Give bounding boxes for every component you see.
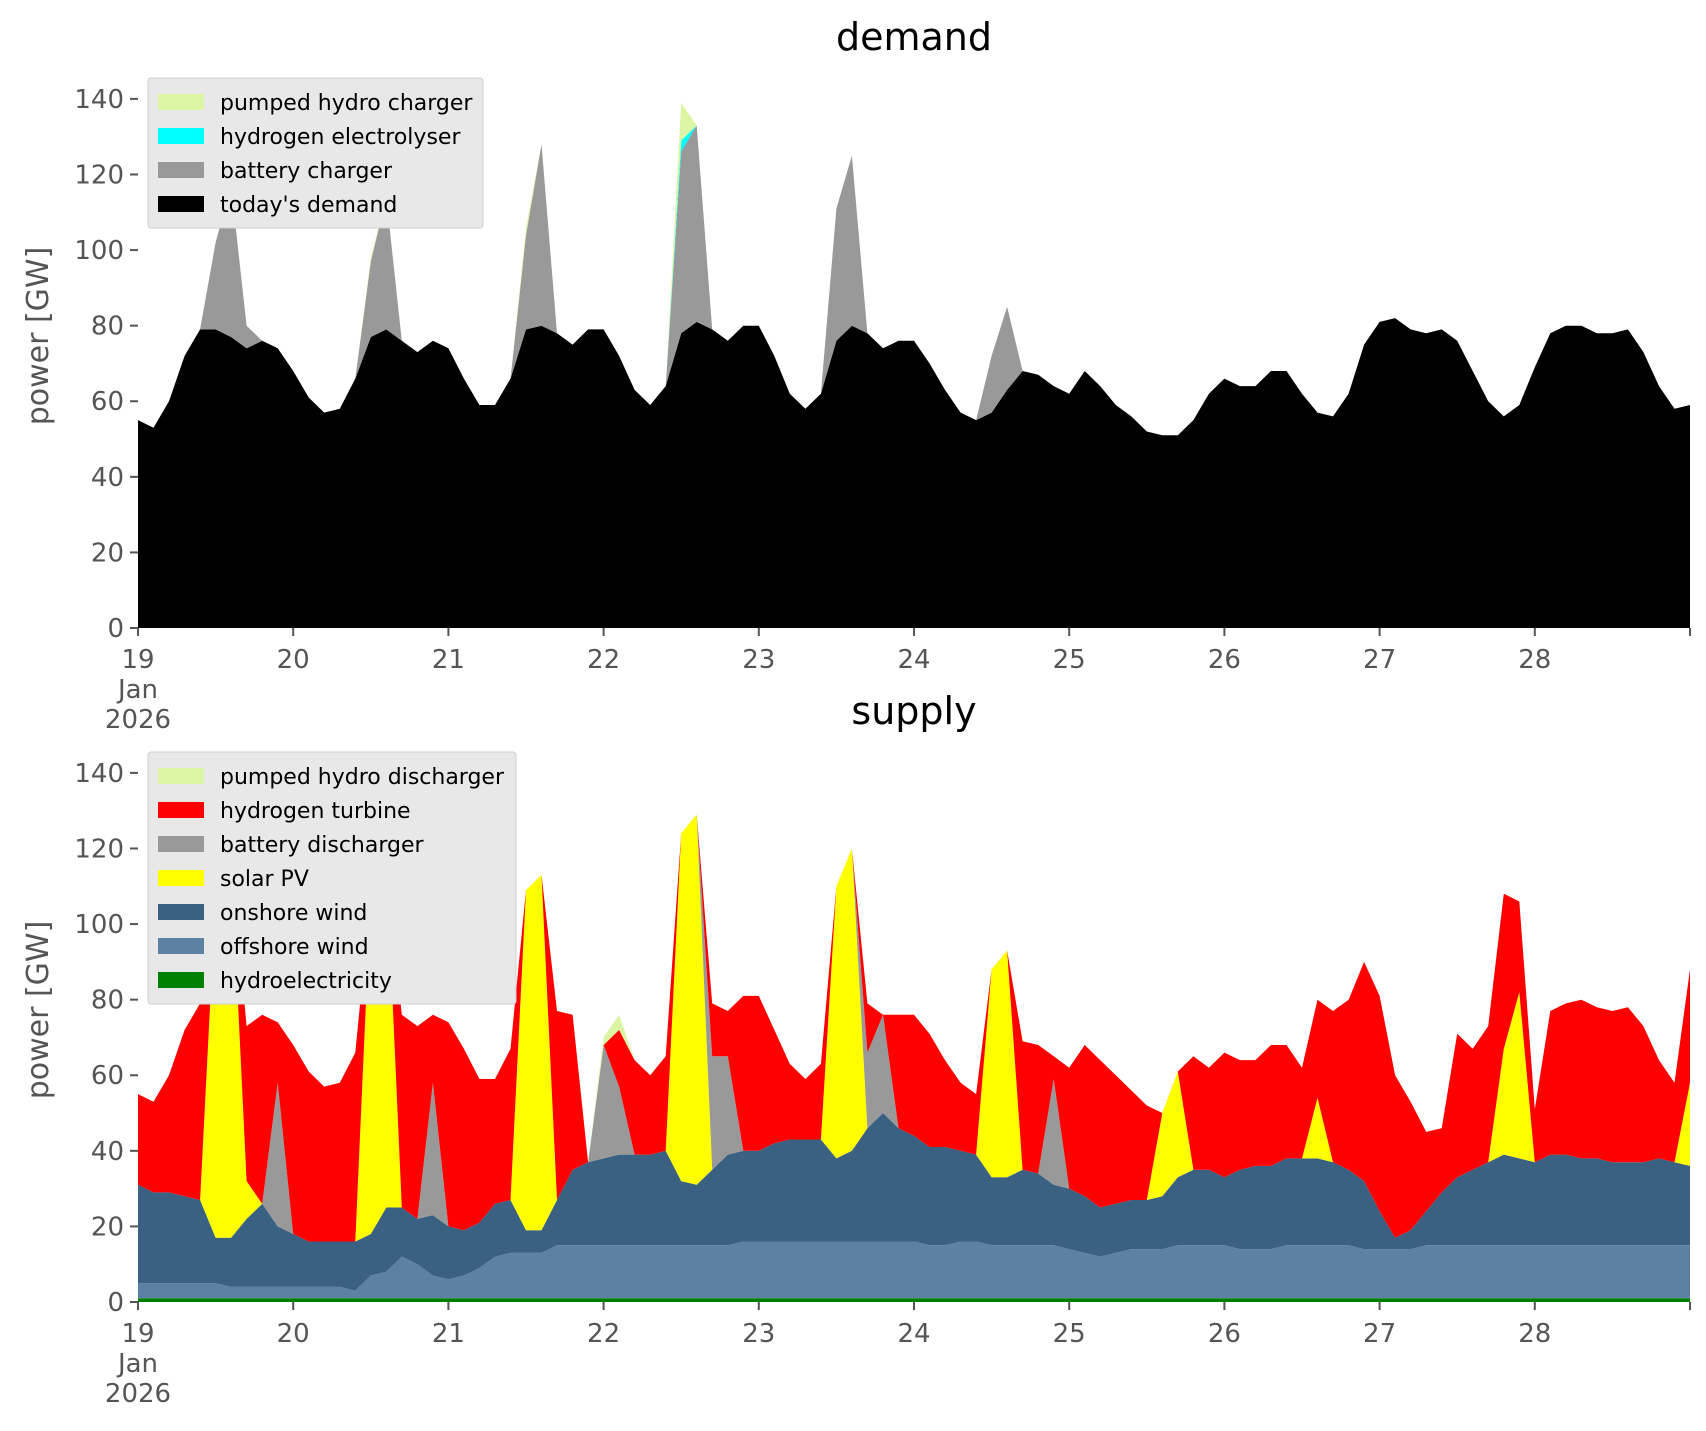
x-tick-year-label: 2026 (105, 1379, 171, 1409)
supply-title: supply (851, 689, 976, 733)
legend-box (147, 77, 484, 229)
area-today-s-demand (138, 318, 1690, 628)
area-onshore-wind (138, 1113, 1690, 1291)
x-tick-label: 26 (1208, 645, 1241, 675)
legend-swatch (158, 196, 204, 212)
supply-y-axis-label: power [GW] (21, 921, 56, 1100)
x-tick-month-label: Jan (116, 1349, 158, 1379)
demand-title: demand (836, 15, 992, 59)
legend-swatch (158, 836, 204, 852)
y-tick-label: 20 (91, 538, 124, 568)
area-solar-pv (138, 814, 1690, 1242)
legend-label: hydrogen electrolyser (220, 125, 461, 150)
x-tick-label: 24 (897, 1319, 930, 1349)
legend-swatch (158, 972, 204, 988)
x-tick-label: 28 (1518, 1319, 1551, 1349)
area-hydroelectricity (138, 1298, 1690, 1302)
legend-label: hydroelectricity (220, 969, 392, 994)
legend-swatch (158, 802, 204, 818)
y-tick-label: 80 (91, 312, 124, 342)
legend-swatch (158, 162, 204, 178)
x-tick-label: 25 (1053, 645, 1086, 675)
x-tick-month-label: Jan (116, 675, 158, 705)
y-tick-label: 100 (74, 236, 124, 266)
y-tick-label: 140 (74, 759, 124, 789)
x-tick-label: 21 (432, 1319, 465, 1349)
legend-label: battery discharger (220, 833, 425, 858)
legend-label: solar PV (220, 867, 309, 892)
y-tick-label: 80 (91, 986, 124, 1016)
y-tick-label: 60 (91, 387, 124, 417)
y-tick-label: 20 (91, 1212, 124, 1242)
x-tick-label: 24 (897, 645, 930, 675)
legend-label: offshore wind (220, 935, 369, 960)
x-tick-label: 20 (277, 645, 310, 675)
x-tick-label: 27 (1363, 645, 1396, 675)
x-tick-label: 28 (1518, 645, 1551, 675)
x-tick-label: 27 (1363, 1319, 1396, 1349)
x-tick-year-label: 2026 (105, 705, 171, 735)
legend-label: battery charger (220, 159, 393, 184)
y-tick-label: 0 (107, 614, 124, 644)
supply-panel: supply power [GW] 0 20 40 60 80 100 120 140 19J… (21, 689, 1691, 1409)
legend-swatch (158, 904, 204, 920)
y-tick-label: 120 (74, 160, 124, 190)
area-offshore-wind (138, 1241, 1690, 1299)
demand-y-axis-label: power [GW] (21, 247, 56, 426)
demand-area-layer (138, 102, 1690, 628)
x-tick-label: 23 (742, 645, 775, 675)
legend-label: pumped hydro charger (220, 91, 473, 116)
demand-y-axis: 0 20 40 60 80 100 120 140 (74, 85, 138, 644)
y-tick-label: 140 (74, 85, 124, 115)
y-tick-label: 0 (107, 1288, 124, 1318)
x-tick-label: 20 (277, 1319, 310, 1349)
y-tick-label: 40 (91, 1137, 124, 1167)
x-tick-label: 22 (587, 645, 620, 675)
legend-label: pumped hydro discharger (220, 765, 505, 790)
x-tick-label: 19 (121, 1319, 154, 1349)
x-tick-label: 19 (121, 645, 154, 675)
supply-legend: pumped hydro discharger hydrogen turbine b… (147, 751, 517, 1005)
area-hydrogen-turbine (138, 814, 1690, 1242)
legend-label: today's demand (220, 193, 397, 218)
y-tick-label: 100 (74, 910, 124, 940)
demand-panel: demand power [GW] 0 20 40 60 80 100 120 140 19J… (21, 15, 1691, 735)
legend-swatch (158, 938, 204, 954)
y-tick-label: 120 (74, 834, 124, 864)
legend-swatch (158, 768, 204, 784)
y-tick-label: 40 (91, 463, 124, 493)
y-tick-label: 60 (91, 1061, 124, 1091)
legend-swatch (158, 94, 204, 110)
x-tick-label: 26 (1208, 1319, 1241, 1349)
x-tick-label: 23 (742, 1319, 775, 1349)
x-tick-label: 25 (1053, 1319, 1086, 1349)
supply-y-axis: 0 20 40 60 80 100 120 140 (74, 759, 138, 1318)
legend-label: hydrogen turbine (220, 799, 411, 824)
legend-swatch (158, 128, 204, 144)
demand-legend: pumped hydro charger hydrogen electrolyse… (147, 77, 484, 229)
x-tick-label: 21 (432, 645, 465, 675)
x-tick-label: 22 (587, 1319, 620, 1349)
legend-swatch (158, 870, 204, 886)
legend-label: onshore wind (220, 901, 367, 926)
supply-area-layer (138, 814, 1690, 1302)
legend-box (147, 751, 517, 1005)
